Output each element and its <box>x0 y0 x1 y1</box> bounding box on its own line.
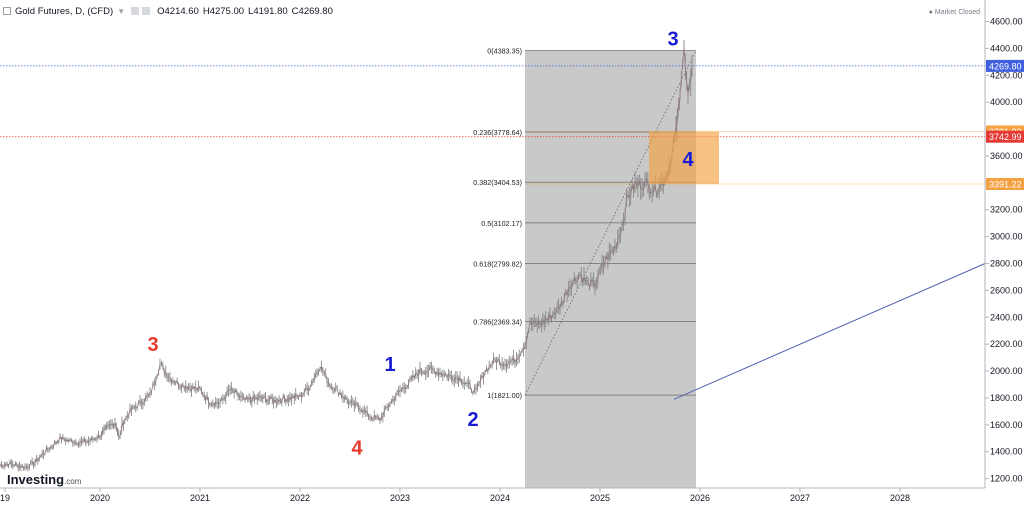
fib-trend-diagonal <box>524 50 697 396</box>
close-value: C4269.80 <box>291 5 333 17</box>
logo-suffix: .com <box>64 477 82 486</box>
wave-label: 1 <box>384 354 395 376</box>
x-tick-label: 2021 <box>190 493 210 503</box>
y-tick-label: 2800.00 <box>990 258 1023 268</box>
y-tick-label: 1400.00 <box>990 447 1023 457</box>
wave-label-4-target: 4 <box>682 149 694 171</box>
fib-retracement-area <box>525 50 696 488</box>
trend-line[interactable] <box>673 263 986 400</box>
x-tick-label: 2028 <box>890 493 910 503</box>
price-tag-bg <box>986 59 1024 72</box>
y-tick-label: 2600.00 <box>990 285 1023 295</box>
price-tag-bg <box>986 130 1024 143</box>
x-axis-panel <box>0 488 1024 507</box>
fib-level-label: 0.5(3102.17) <box>481 219 522 228</box>
price-tag-bg <box>986 178 1024 191</box>
y-tick-label: 4600.00 <box>990 17 1023 27</box>
symbol-title[interactable]: Gold Futures, D, (CFD) <box>15 5 114 17</box>
fib-level-label: 0.236(3778.64) <box>473 128 522 137</box>
market-status-text: Market Closed <box>934 9 980 16</box>
wave-label: 3 <box>667 29 678 51</box>
x-tick-label: 2025 <box>590 493 610 503</box>
y-tick-label: 3200.00 <box>990 205 1023 215</box>
y-tick-label: 4200.00 <box>990 70 1023 80</box>
y-tick-label: 1200.00 <box>990 474 1023 484</box>
open-value: O4214.60 <box>157 5 199 17</box>
wave-label: 4 <box>351 437 363 459</box>
x-tick-label: 2027 <box>790 493 810 503</box>
market-status: ● Market Closed <box>928 9 980 16</box>
high-value: H4275.00 <box>202 5 245 17</box>
x-tick-label: 2022 <box>290 493 310 503</box>
target-zone[interactable] <box>649 131 719 185</box>
logo-brand: Investing <box>7 472 65 487</box>
x-tick-label: 2020 <box>90 493 110 503</box>
x-tick-label: 2026 <box>690 493 710 503</box>
fib-level-label: 0.618(2799.82) <box>473 260 522 269</box>
price-tag: 3742.99 <box>989 132 1022 142</box>
y-axis-panel <box>985 0 1024 507</box>
price-tag: 4269.80 <box>989 61 1022 71</box>
y-tick-label: 2000.00 <box>990 366 1023 376</box>
y-tick-label: 4000.00 <box>990 97 1023 107</box>
wave-label: 3 <box>147 334 158 356</box>
fib-level-label: 0.786(2369.34) <box>473 317 522 326</box>
y-tick-label: 1600.00 <box>990 420 1023 430</box>
low-value: L4191.80 <box>248 5 288 17</box>
fib-level-label: 0.382(3404.53) <box>473 178 522 187</box>
settings-icon[interactable] <box>131 7 140 15</box>
y-tick-label: 1800.00 <box>990 393 1023 403</box>
y-tick-label: 3600.00 <box>990 151 1023 161</box>
x-tick-label: 19 <box>0 493 10 503</box>
chevron-down-icon[interactable]: ▼ <box>117 6 126 16</box>
collapse-icon[interactable] <box>3 7 11 15</box>
y-tick-label: 4400.00 <box>990 43 1023 53</box>
price-tag: 3391.22 <box>989 180 1022 190</box>
close-icon[interactable] <box>142 7 151 15</box>
fib-level-label: 0(4383.35) <box>487 47 522 56</box>
y-tick-label: 3000.00 <box>990 232 1023 242</box>
price-series-accent <box>0 46 693 469</box>
ohlc-readout: O4214.60 H4275.00 L4191.80 C4269.80 <box>157 6 337 17</box>
x-tick-label: 2023 <box>390 493 410 503</box>
investing-logo: Investing.com <box>7 471 81 489</box>
y-tick-label: 2400.00 <box>990 312 1023 322</box>
fib-level-label: 1(1821.00) <box>487 391 522 400</box>
wave-label: 2 <box>467 409 478 431</box>
chart-header: Gold Futures, D, (CFD) ▼ O4214.60 H4275.0… <box>0 0 339 22</box>
x-tick-label: 2024 <box>490 493 510 503</box>
y-tick-label: 2200.00 <box>990 339 1023 349</box>
